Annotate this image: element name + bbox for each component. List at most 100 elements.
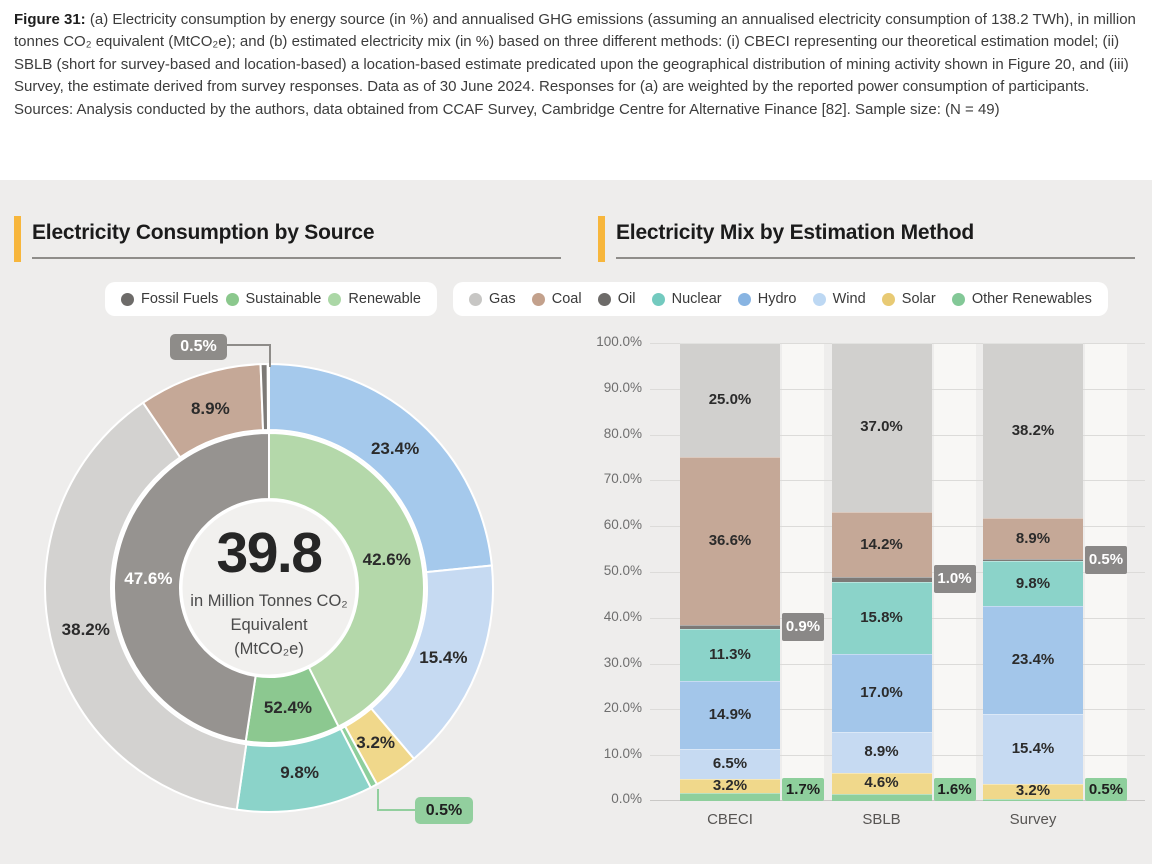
legend-label: Hydro [757, 291, 797, 307]
bar-segment-label: 14.2% [860, 535, 903, 553]
y-axis-tick-label: 10.0% [603, 746, 642, 762]
bar-segment-label: 15.4% [1011, 739, 1055, 757]
bar-segment-label: 3.2% [1015, 782, 1051, 800]
coal-legend-dot-icon [531, 292, 545, 306]
y-axis-tick-label: 60.0% [603, 517, 642, 533]
donut-center: 39.8 in Million Tonnes CO₂ Equivalent (MtC… [154, 521, 384, 661]
oil-callout-sblb: 1.0% [933, 565, 976, 594]
bar-segment-survey-other-renewables [983, 798, 1083, 801]
y-axis-tick-label: 90.0% [603, 379, 642, 395]
oil-legend-dot-icon [597, 292, 611, 306]
bar-segment-label: 9.8% [1015, 574, 1051, 592]
donut-outer-gas [44, 401, 248, 811]
bar-segment-survey-gas [983, 343, 1083, 519]
legend-item-wind: Wind [812, 291, 866, 307]
bar-segment-survey-wind [983, 713, 1083, 785]
legend-label: Renewable [348, 291, 421, 307]
donut-center-value: 39.8 [216, 521, 323, 585]
bar-segment-label: 14.9% [708, 705, 752, 723]
figure-caption: Figure 31: (a) Electricity consumption b… [14, 9, 1140, 121]
donut-label-wind: 15.4% [419, 648, 468, 668]
y-axis-tick-label: 30.0% [603, 654, 642, 670]
bar-legend: Gas Coal Oil Nuclear Hydro Wind Solar Other Ren… [453, 282, 1108, 316]
legend-item-fossil-fuels: Fossil Fuels [121, 291, 218, 307]
legend-item-coal: Coal [531, 291, 582, 307]
bar-segment-survey-oil [983, 559, 1083, 562]
bar-segment-sblb-other-renewables [831, 793, 932, 801]
right-title-accent-bar [598, 216, 605, 262]
oil-callout-survey: 0.5% [1085, 546, 1127, 575]
legend-label: Gas [489, 291, 516, 307]
donut-center-label-line: in Million Tonnes CO₂ [190, 592, 348, 610]
donut-label-nuclear: 9.8% [280, 763, 319, 783]
left-title-accent-bar [14, 216, 21, 262]
bar-segment-sblb-wind [831, 731, 932, 773]
donut-center-circle [179, 498, 359, 678]
other-renewables-callout-cbeci: 1.7% [782, 778, 824, 801]
figure-caption-body: (a) Electricity consumption by energy so… [14, 11, 1136, 118]
legend-label: Solar [901, 291, 936, 307]
bar-segment-sblb-nuclear [831, 581, 932, 654]
oil-callout-line-h [227, 344, 271, 346]
legend-label: Fossil Fuels [141, 291, 219, 307]
donut-chart: 39.8 in Million Tonnes CO₂ Equivalent (MtC… [39, 358, 499, 818]
bar-segment-label: 36.6% [708, 531, 752, 549]
bar-segment-label: 4.6% [864, 774, 899, 792]
oil-callout-line-v [269, 344, 271, 367]
bar-segment-survey-hydro [983, 606, 1083, 714]
bar-segment-cbeci-coal [680, 457, 780, 625]
category-label-cbeci: CBECI [707, 811, 753, 828]
donut-label-fossil-fuels: 47.6% [124, 568, 173, 588]
donut-center-label-line: (MtCO₂e) [234, 640, 304, 658]
bar-segment-label: 6.5% [712, 754, 748, 772]
bar-segment-label: 15.8% [860, 608, 903, 626]
other-renewables-legend-dot-icon [951, 292, 965, 306]
category-label-sblb: SBLB [862, 811, 901, 828]
bar-segment-label: 23.4% [1011, 650, 1055, 668]
y-axis-tick-label: 80.0% [603, 425, 642, 441]
donut-label-solar: 3.2% [356, 732, 396, 752]
y-axis-tick-label: 20.0% [603, 700, 642, 716]
nuclear-legend-dot-icon [651, 292, 665, 306]
other-renewables-callout-line-h [377, 809, 417, 811]
donut-label-gas: 38.2% [61, 620, 110, 640]
bar-segment-sblb-coal [831, 512, 932, 578]
legend-label: Wind [832, 291, 866, 307]
bar-chart: 100.0% 90.0% 80.0% 70.0% 60.0% 50.0% 40.0% 30.0… [596, 334, 1145, 828]
legend-item-sustainable: Sustainable [225, 291, 321, 307]
bar-segment-label: 25.0% [708, 390, 752, 408]
donut-label-renewable: 42.6% [362, 550, 411, 570]
hydro-legend-dot-icon [737, 292, 751, 306]
bar-segment-label: 37.0% [860, 418, 903, 436]
bar-segment-cbeci-gas [680, 342, 780, 458]
donut-outer-oil [259, 362, 270, 432]
y-axis-tick-label: 0.0% [611, 791, 642, 806]
left-panel-title: Electricity Consumption by Source [32, 221, 375, 244]
right-title-rule [616, 257, 1135, 259]
other-renewables-callout-line-v [377, 789, 379, 811]
y-axis-tick-label: 100.0% [596, 334, 642, 349]
bar-segment-survey-solar [983, 784, 1083, 799]
legend-item-solar: Solar [881, 291, 936, 307]
legend-item-hydro: Hydro [737, 291, 797, 307]
legend-label: Coal [551, 291, 582, 307]
legend-label: Oil [617, 291, 636, 307]
legend-label: Nuclear [671, 291, 722, 307]
figure-caption-prefix: Figure 31: [14, 11, 86, 28]
y-axis-tick-label: 70.0% [603, 471, 642, 487]
bar-segment-cbeci-solar [680, 778, 780, 794]
wind-legend-dot-icon [812, 292, 826, 306]
donut-label-coal: 8.9% [190, 399, 230, 419]
donut-center-label-line: Equivalent [230, 616, 308, 634]
legend-item-nuclear: Nuclear [651, 291, 722, 307]
bar-segment-label: 8.9% [864, 743, 899, 761]
fossil-fuels-legend-dot-icon [121, 292, 134, 306]
renewable-legend-dot-icon [328, 292, 342, 306]
bar-segment-label: 3.2% [712, 776, 748, 794]
bar-segment-cbeci-wind [680, 748, 780, 779]
bar-segment-label: 11.3% [709, 645, 751, 663]
bar-segment-label: 38.2% [1011, 421, 1055, 439]
category-label-survey: Survey [1009, 811, 1057, 828]
donut-svg [44, 362, 494, 813]
